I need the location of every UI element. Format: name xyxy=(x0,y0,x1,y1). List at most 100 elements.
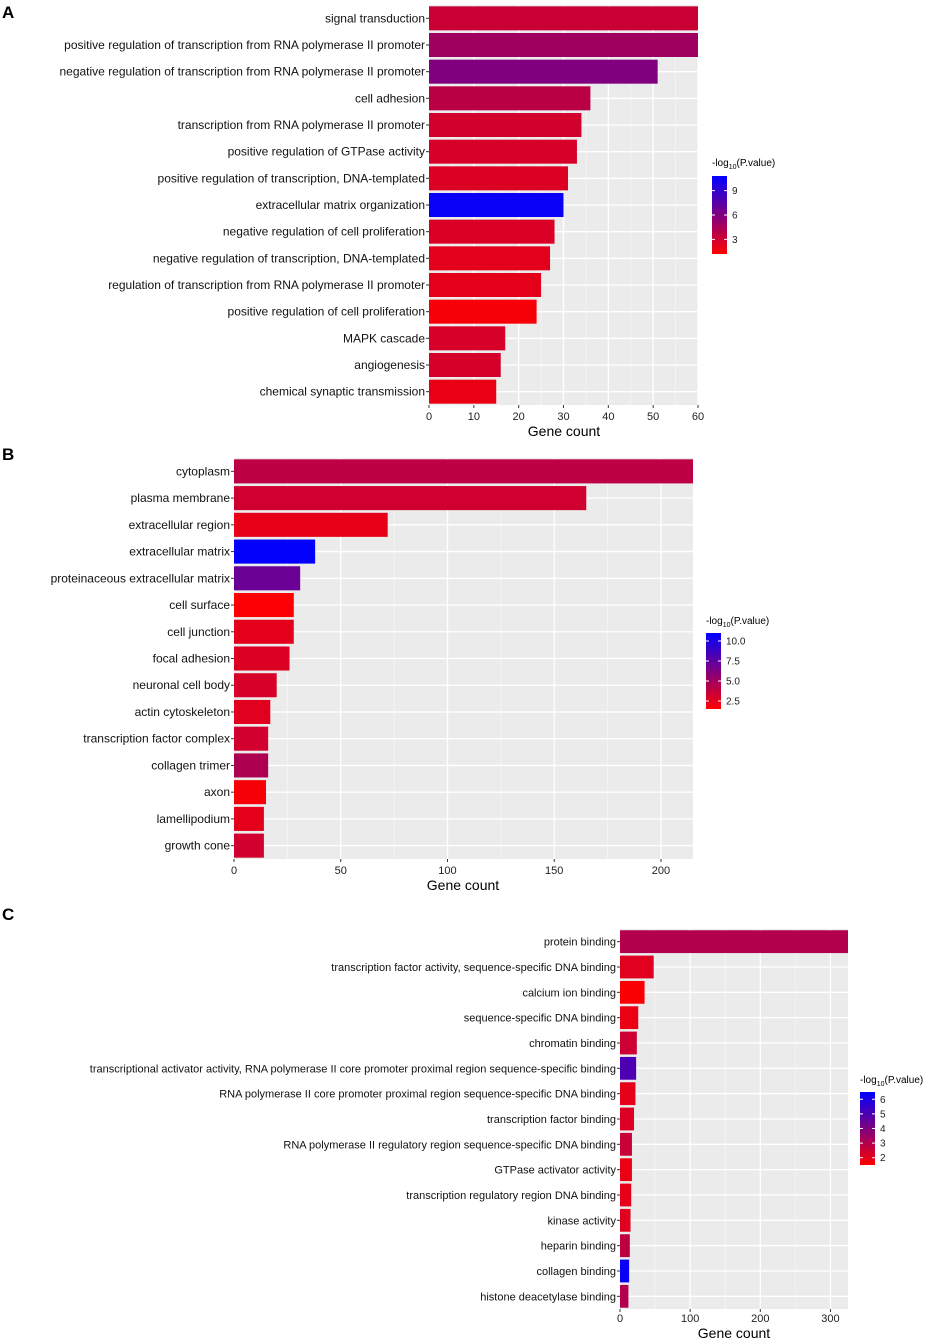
panel-a-x-axis-title: Gene count xyxy=(528,423,600,439)
panel-c-legend-colorbar xyxy=(860,1092,875,1165)
bar-c-8 xyxy=(620,1107,635,1131)
category-label: growth cone xyxy=(165,839,231,853)
bar-b-9 xyxy=(234,673,277,698)
bar-c-14 xyxy=(620,1259,630,1283)
x-tick-label: 200 xyxy=(652,865,670,877)
category-label: RNA polymerase II regulatory region sequ… xyxy=(283,1139,616,1151)
panel-label-c: C xyxy=(2,905,14,924)
category-label: axon xyxy=(204,785,230,799)
bar-b-12 xyxy=(234,753,269,778)
panel-c-legend-title-sub: 10 xyxy=(877,1081,885,1088)
bar-a-4 xyxy=(429,86,591,111)
category-label: signal transduction xyxy=(325,11,425,25)
bar-a-5 xyxy=(429,113,582,137)
panel-b-x-axis-title: Gene count xyxy=(427,877,499,893)
x-tick-label: 150 xyxy=(545,865,563,877)
bar-c-15 xyxy=(620,1284,629,1308)
category-label: transcription regulatory region DNA bind… xyxy=(406,1190,616,1202)
category-label: collagen trimer xyxy=(151,758,230,772)
category-label: cell surface xyxy=(169,598,230,612)
bar-a-9 xyxy=(429,219,555,244)
category-label: extracellular region xyxy=(129,518,230,532)
category-label: transcription factor complex xyxy=(83,732,230,746)
category-label: negative regulation of transcription fro… xyxy=(59,65,425,79)
x-tick-label: 0 xyxy=(231,865,237,877)
panel-c-x-axis-title: Gene count xyxy=(698,1325,770,1339)
x-tick-label: 200 xyxy=(751,1313,769,1325)
panel-label-b: B xyxy=(2,445,14,464)
bar-b-5 xyxy=(234,566,301,591)
bar-b-14 xyxy=(234,806,264,831)
panel-b-legend-title-suffix: (P.value) xyxy=(730,616,769,627)
panel-c: C protein binding transcription factor ac… xyxy=(2,905,923,1341)
bar-c-3 xyxy=(620,980,645,1004)
category-label: heparin binding xyxy=(541,1241,616,1253)
category-label: actin cytoskeleton xyxy=(135,705,230,719)
panel-a-legend: -log10(P.value) 3 6 9 xyxy=(712,158,775,254)
bar-c-4 xyxy=(620,1006,639,1030)
category-label: MAPK cascade xyxy=(343,331,425,345)
legend-tick-label: 2.5 xyxy=(726,697,740,708)
category-label: regulation of transcription from RNA pol… xyxy=(108,278,425,292)
bar-b-8 xyxy=(234,646,290,671)
panel-a-legend-title-prefix: -log xyxy=(712,158,729,169)
legend-tick-label: 9 xyxy=(732,186,738,197)
bar-b-15 xyxy=(234,833,264,858)
category-label: neuronal cell body xyxy=(133,678,230,692)
bar-c-2 xyxy=(620,955,654,979)
bar-c-1 xyxy=(620,930,848,954)
category-label: positive regulation of transcription, DN… xyxy=(158,171,425,185)
category-label: lamellipodium xyxy=(157,812,230,826)
bar-b-2 xyxy=(234,486,587,511)
legend-tick-label: 4 xyxy=(880,1124,886,1135)
category-label: positive regulation of cell proliferatio… xyxy=(228,305,425,319)
x-tick-label: 10 xyxy=(468,411,480,423)
panel-a-legend-title: -log10(P.value) xyxy=(712,158,775,171)
bar-a-8 xyxy=(429,193,564,217)
panel-b-legend-title-prefix: -log xyxy=(706,616,723,627)
panel-a-legend-title-sub: 10 xyxy=(729,164,737,171)
category-label: transcription factor binding xyxy=(487,1114,616,1126)
category-label: plasma membrane xyxy=(131,491,231,505)
bar-a-3 xyxy=(429,59,658,84)
bar-c-6 xyxy=(620,1056,637,1080)
category-label: extracellular matrix xyxy=(129,545,230,559)
panel-c-legend-title-prefix: -log xyxy=(860,1075,877,1086)
legend-tick-label: 6 xyxy=(732,211,738,222)
panel-a-legend-title-suffix: (P.value) xyxy=(736,158,775,169)
legend-tick-label: 5 xyxy=(880,1109,886,1120)
panel-c-legend: -log10(P.value) 2 3 4 5 6 xyxy=(860,1075,923,1165)
category-label: extracellular matrix organization xyxy=(256,198,425,212)
panel-b-legend-title-sub: 10 xyxy=(723,622,731,629)
bar-a-10 xyxy=(429,246,551,271)
x-tick-label: 60 xyxy=(692,411,704,423)
bar-c-9 xyxy=(620,1132,632,1156)
panel-c-plot: protein binding transcription factor acti… xyxy=(90,929,848,1325)
x-tick-label: 40 xyxy=(602,411,614,423)
x-tick-label: 50 xyxy=(647,411,659,423)
category-label: transcriptional activator activity, RNA … xyxy=(90,1063,616,1075)
panel-a: A signal transduction positive regulation… xyxy=(2,3,775,439)
category-label: negative regulation of cell proliferatio… xyxy=(223,225,425,239)
bar-b-11 xyxy=(234,726,269,751)
panel-b: B cytoplasm plasma membrane extracellular … xyxy=(2,445,769,893)
category-label: angiogenesis xyxy=(354,358,425,372)
panel-c-legend-ticks: 2 3 4 5 6 xyxy=(860,1095,886,1164)
category-label: collagen binding xyxy=(536,1266,616,1278)
bar-c-5 xyxy=(620,1031,637,1055)
panel-a-legend-colorbar xyxy=(712,176,727,254)
category-label: cell adhesion xyxy=(355,91,425,105)
bar-c-13 xyxy=(620,1234,630,1258)
category-label: sequence-specific DNA binding xyxy=(464,1013,616,1025)
category-label: chromatin binding xyxy=(529,1038,616,1050)
category-label: calcium ion binding xyxy=(522,987,616,999)
panel-b-legend-colorbar xyxy=(706,633,721,709)
category-label: kinase activity xyxy=(548,1215,617,1227)
panel-b-legend: -log10(P.value) 2.5 5.0 7.5 10.0 xyxy=(706,616,769,709)
bar-b-1 xyxy=(234,459,693,484)
bar-b-7 xyxy=(234,619,294,644)
bar-a-13 xyxy=(429,326,506,351)
legend-tick-label: 3 xyxy=(732,235,738,246)
bar-a-14 xyxy=(429,353,501,377)
bar-b-4 xyxy=(234,539,316,564)
